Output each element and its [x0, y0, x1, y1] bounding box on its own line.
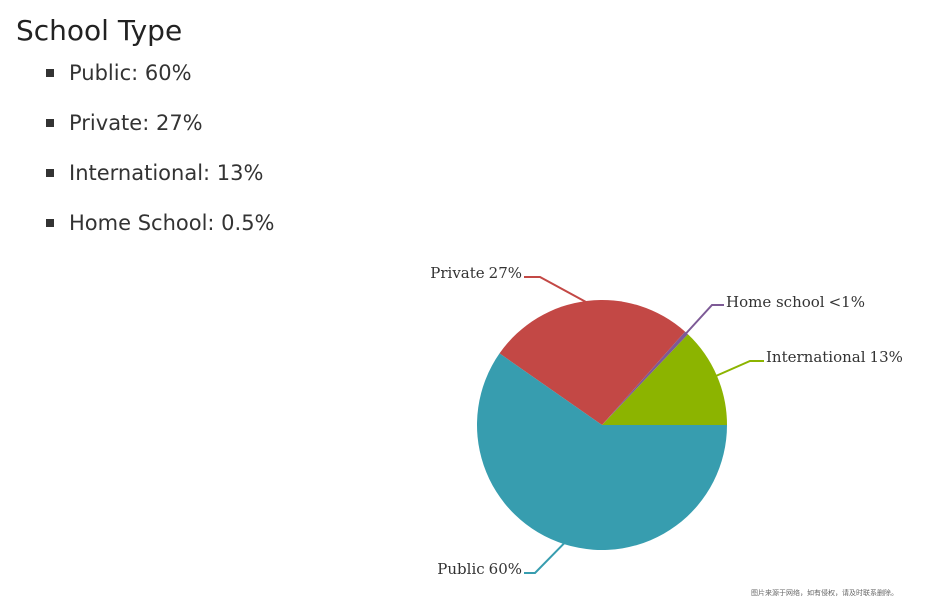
list-item: International: 13%	[44, 158, 275, 208]
pie-slice	[602, 334, 727, 425]
slice-label: Home school <1%	[726, 293, 865, 311]
pie-slice	[602, 331, 688, 425]
heading: School Type	[16, 14, 183, 47]
slice-category: Public	[437, 560, 484, 578]
leader-line	[684, 304, 724, 336]
slice-category: Home school	[726, 293, 825, 311]
list-item: Home School: 0.5%	[44, 208, 275, 258]
slice-label: Public 60%	[437, 560, 522, 578]
slice-category: International	[766, 348, 866, 366]
leader-line	[524, 541, 566, 574]
slice-value: 60%	[489, 560, 522, 578]
slice-category: Private	[430, 264, 485, 282]
slice-value: 13%	[870, 348, 903, 366]
slice-value: 27%	[489, 264, 522, 282]
slice-label: Private 27%	[430, 264, 522, 282]
leader-line	[714, 360, 764, 378]
leader-line	[524, 276, 589, 304]
list-item: Private: 27%	[44, 108, 275, 158]
pie-slice	[477, 353, 727, 550]
bullet-list: Public: 60% Private: 27% International: 13…	[44, 58, 275, 258]
list-item: Public: 60%	[44, 58, 275, 108]
slice-label: International 13%	[766, 348, 903, 366]
pie-slice	[499, 300, 686, 425]
slice-value: <1%	[829, 293, 865, 311]
watermark: 图片来源于网络，如有侵权，请及时联系删除。	[751, 588, 898, 597]
